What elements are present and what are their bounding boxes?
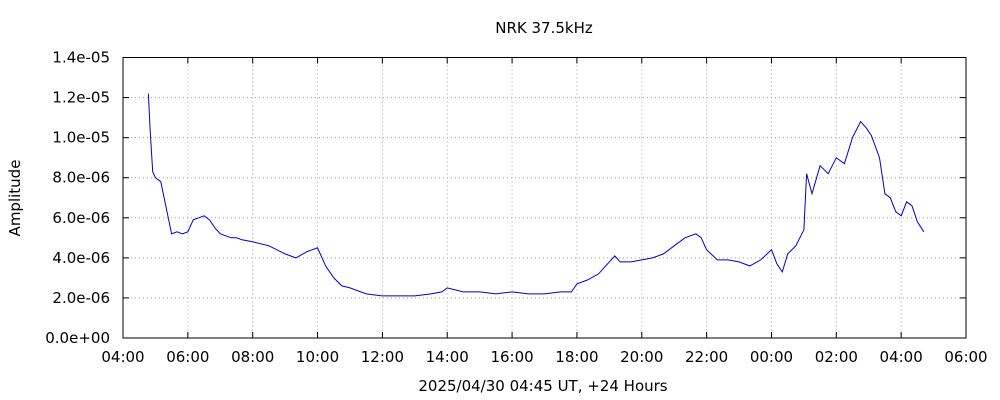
x-tick-label: 02:00 (815, 348, 858, 366)
x-tick-labels: 04:00 06:00 08:00 10:00 12:00 14:00 16:00 18:00… (101, 348, 987, 366)
x-tick-label: 04:00 (101, 348, 144, 366)
y-axis-label: Amplitude (6, 160, 24, 237)
x-tick-label: 22:00 (685, 348, 728, 366)
x-tick-label: 16:00 (490, 348, 533, 366)
x-tick-label: 06:00 (944, 348, 987, 366)
chart-title: NRK 37.5kHz (495, 19, 593, 37)
grid-lines (123, 57, 966, 338)
x-tick-label: 08:00 (231, 348, 274, 366)
y-tick-label: 0.0e+00 (45, 329, 110, 347)
x-tick-label: 04:00 (880, 348, 923, 366)
y-tick-labels: 0.0e+00 2.0e-06 4.0e-06 6.0e-06 8.0e-06 1.0e-… (45, 49, 110, 348)
x-tick-label: 00:00 (750, 348, 793, 366)
x-tick-label: 06:00 (166, 348, 209, 366)
y-tick-label: 1.2e-05 (52, 89, 110, 107)
tick-marks (122, 57, 967, 339)
x-tick-label: 10:00 (296, 348, 339, 366)
y-tick-label: 2.0e-06 (52, 289, 110, 307)
plot-frame (122, 57, 967, 339)
x-tick-label: 14:00 (426, 348, 469, 366)
y-tick-label: 6.0e-06 (52, 209, 110, 227)
series-line (147, 93, 925, 297)
y-tick-label: 1.0e-05 (52, 129, 110, 147)
x-tick-label: 18:00 (555, 348, 598, 366)
x-axis-label: 2025/04/30 04:45 UT, +24 Hours (418, 377, 667, 395)
y-tick-label: 1.4e-05 (52, 49, 110, 67)
series-layer (147, 93, 925, 297)
x-tick-label: 20:00 (620, 348, 663, 366)
y-tick-label: 4.0e-06 (52, 249, 110, 267)
y-tick-label: 8.0e-06 (52, 169, 110, 187)
x-tick-label: 12:00 (361, 348, 404, 366)
